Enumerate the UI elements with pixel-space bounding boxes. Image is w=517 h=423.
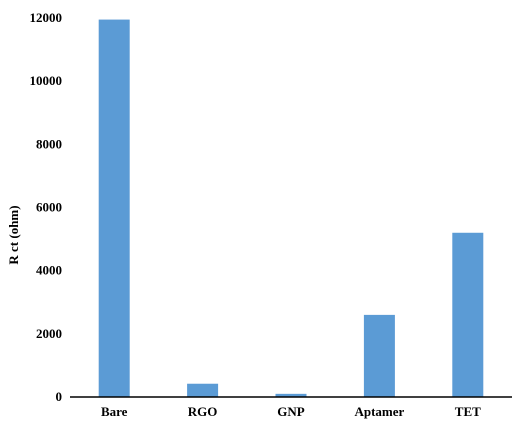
y-tick-label: 6000 bbox=[36, 200, 62, 215]
y-tick-label: 8000 bbox=[36, 136, 62, 151]
x-tick-label-tet: TET bbox=[455, 404, 481, 419]
bar-aptamer bbox=[363, 314, 395, 397]
bar-rgo bbox=[187, 383, 219, 397]
bars bbox=[98, 19, 484, 398]
y-tick-label: 2000 bbox=[36, 326, 62, 341]
bar-bare bbox=[98, 19, 130, 398]
y-axis-title: R ct (ohm) bbox=[6, 205, 21, 264]
x-axis-ticks: Bare RGO GNP Aptamer TET bbox=[101, 404, 481, 419]
x-tick-label-bare: Bare bbox=[101, 404, 128, 419]
bar-tet bbox=[452, 232, 484, 397]
y-axis-ticks: 0 2000 4000 6000 8000 10000 12000 bbox=[30, 10, 63, 404]
y-tick-label: 10000 bbox=[30, 73, 63, 88]
x-tick-label-rgo: RGO bbox=[188, 404, 218, 419]
y-tick-label: 12000 bbox=[30, 10, 63, 25]
bar-gnp bbox=[275, 393, 307, 397]
x-tick-label-aptamer: Aptamer bbox=[354, 404, 404, 419]
y-tick-label: 0 bbox=[56, 389, 63, 404]
x-tick-label-gnp: GNP bbox=[277, 404, 305, 419]
y-tick-label: 4000 bbox=[36, 263, 62, 278]
